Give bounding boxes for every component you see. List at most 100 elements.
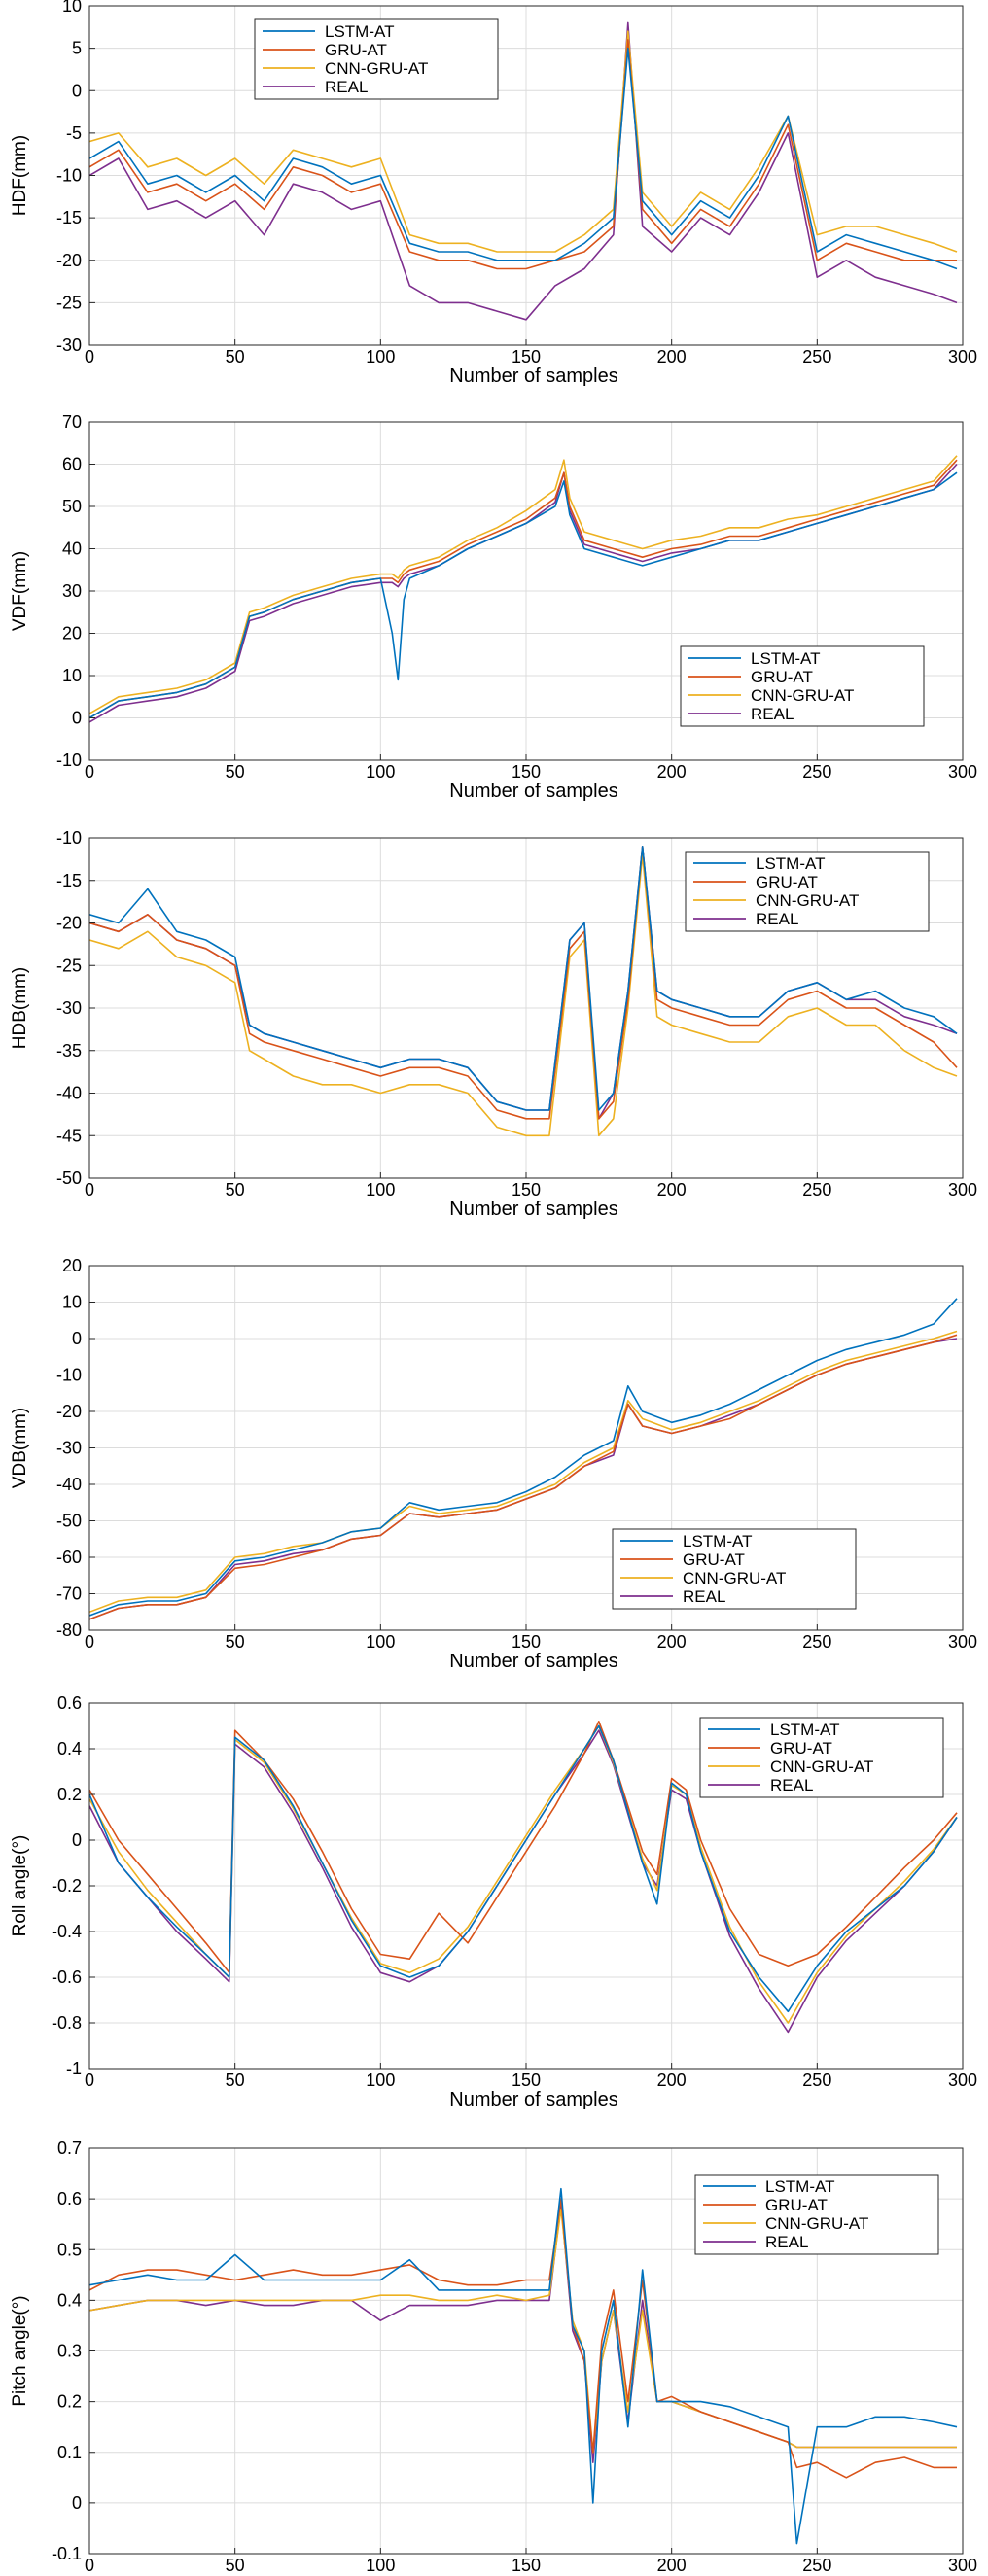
y-tick-label: 30 [62, 581, 82, 601]
x-tick-label: 300 [948, 347, 977, 366]
y-axis-label: HDB(mm) [10, 967, 30, 1049]
x-tick-label: 50 [226, 2556, 245, 2575]
series-line-lstm-at [89, 2187, 958, 2545]
y-tick-label: 40 [62, 540, 82, 559]
x-tick-label: 0 [85, 2071, 94, 2090]
y-tick-label: -0.8 [52, 2013, 82, 2033]
legend-label-lstm-at: LSTM-AT [756, 854, 825, 873]
y-axis-label: HDF(mm) [10, 135, 30, 216]
y-tick-label: -50 [56, 1512, 82, 1531]
y-tick-label: 5 [72, 39, 82, 58]
x-tick-label: 0 [85, 1632, 94, 1652]
x-tick-label: 100 [366, 1180, 395, 1200]
y-tick-label: -15 [56, 208, 82, 227]
y-tick-label: 0.3 [57, 2342, 82, 2361]
y-tick-label: -0.2 [52, 1876, 82, 1896]
chart-hdb: 0 50 100 150 200 250 300 -50 -45 -40 -35 -30 -25 -20 -… [10, 828, 977, 1220]
y-axis-label: VDB(mm) [10, 1408, 30, 1488]
y-tick-label: 0 [72, 1830, 82, 1850]
series-line-real [89, 21, 958, 321]
series-line-lstm-at [89, 1724, 958, 2013]
legend-label-cnn-gru-at: CNN-GRU-AT [765, 2214, 868, 2233]
y-tick-label: -10 [56, 828, 82, 848]
legend-label-real: REAL [756, 910, 798, 928]
chart-vdf: 0 50 100 150 200 250 300-10010203040506070Numb… [10, 412, 977, 802]
y-tick-label: -40 [56, 1084, 82, 1103]
series-line-cnn-gru-at [89, 455, 958, 714]
y-tick-label: -30 [56, 1439, 82, 1458]
series-line-gru-at [89, 2198, 957, 2479]
y-tick-label: 0.1 [57, 2443, 82, 2462]
x-tick-label: 250 [802, 762, 831, 782]
x-tick-label: 250 [802, 2556, 831, 2575]
y-tick-label: -70 [56, 1584, 82, 1604]
y-tick-label: -80 [56, 1620, 82, 1640]
x-tick-label: 300 [948, 1632, 977, 1652]
y-tick-label: -45 [56, 1126, 82, 1145]
y-tick-label: 50 [62, 497, 82, 516]
x-axis-label: Number of samples [449, 1651, 618, 1672]
chart-vdb: 0 50 100 150 200 250 300-80-70-60-50-40-30-20-… [10, 1256, 977, 1672]
series-line-cnn-gru-at [89, 853, 958, 1137]
y-tick-label: -0.6 [52, 1967, 82, 1987]
y-tick-label: 0.4 [57, 1739, 82, 1758]
chart-roll: 0 50 100 150 200 250 300 -1 -0.8 -0.6 -0.4 -0.2 0 0.2… [10, 1693, 977, 2110]
y-tick-label: 0.7 [57, 2139, 82, 2158]
y-tick-label: 10 [62, 666, 82, 685]
x-axis-label: Number of samples [449, 781, 618, 802]
x-axis-label: Number of samples [449, 1199, 618, 1220]
legend-label-real: REAL [765, 2233, 808, 2251]
y-tick-label: 0 [72, 1329, 82, 1348]
y-tick-label: 0.6 [57, 1693, 82, 1713]
x-axis-label: Number of samples [449, 366, 618, 387]
x-tick-label: 0 [85, 2556, 94, 2575]
legend-label-gru-at: GRU-AT [770, 1739, 832, 1758]
x-tick-label: 200 [657, 762, 687, 782]
y-axis-label: VDF(mm) [10, 551, 30, 631]
series-line-lstm-at [89, 471, 958, 719]
x-tick-label: 200 [657, 347, 687, 366]
legend-label-real: REAL [683, 1587, 725, 1606]
y-tick-label: 0 [72, 81, 82, 100]
x-tick-label: 100 [366, 1632, 395, 1652]
y-tick-label: 0.5 [57, 2240, 82, 2259]
chart-hdf: 0 50 100 150 200 250 300 -30 -25 -20 -15 -10 -5 0 5 10 N… [10, 0, 977, 387]
legend-label-lstm-at: LSTM-AT [751, 649, 820, 668]
legend-label-real: REAL [325, 78, 368, 96]
legend-label-lstm-at: LSTM-AT [770, 1721, 839, 1739]
x-tick-label: 250 [802, 1180, 831, 1200]
x-tick-label: 150 [512, 1632, 541, 1652]
legend-label-cnn-gru-at: CNN-GRU-AT [756, 891, 859, 910]
legend-label-gru-at: GRU-AT [683, 1550, 745, 1569]
x-tick-label: 50 [226, 2071, 245, 2090]
x-tick-label: 250 [802, 2071, 831, 2090]
y-tick-label: -10 [56, 166, 82, 186]
y-tick-label: 0.2 [57, 2392, 82, 2412]
legend-label-gru-at: GRU-AT [765, 2196, 828, 2214]
y-tick-label: -35 [56, 1041, 82, 1061]
x-tick-label: 200 [657, 2556, 687, 2575]
legend-label-lstm-at: LSTM-AT [683, 1532, 752, 1550]
chart-pitch: 0 50 100 150 200 250 300-0.100.10.20.30.40.50.… [10, 2139, 977, 2576]
x-tick-label: 0 [85, 347, 94, 366]
x-tick-label: 250 [802, 347, 831, 366]
legend-label-cnn-gru-at: CNN-GRU-AT [325, 59, 428, 78]
legend-label-real: REAL [751, 705, 794, 723]
y-tick-label: 70 [62, 412, 82, 432]
legend-label-cnn-gru-at: CNN-GRU-AT [770, 1758, 873, 1776]
x-tick-label: 200 [657, 1632, 687, 1652]
x-tick-label: 100 [366, 347, 395, 366]
y-tick-label: -30 [56, 998, 82, 1018]
y-axis-label: Pitch angle(°) [10, 2295, 30, 2406]
x-tick-label: 100 [366, 2556, 395, 2575]
x-tick-label: 300 [948, 762, 977, 782]
series-line-cnn-gru-at [89, 1330, 958, 1614]
legend-label-real: REAL [770, 1776, 813, 1794]
y-tick-label: 60 [62, 455, 82, 474]
x-tick-label: 150 [512, 762, 541, 782]
